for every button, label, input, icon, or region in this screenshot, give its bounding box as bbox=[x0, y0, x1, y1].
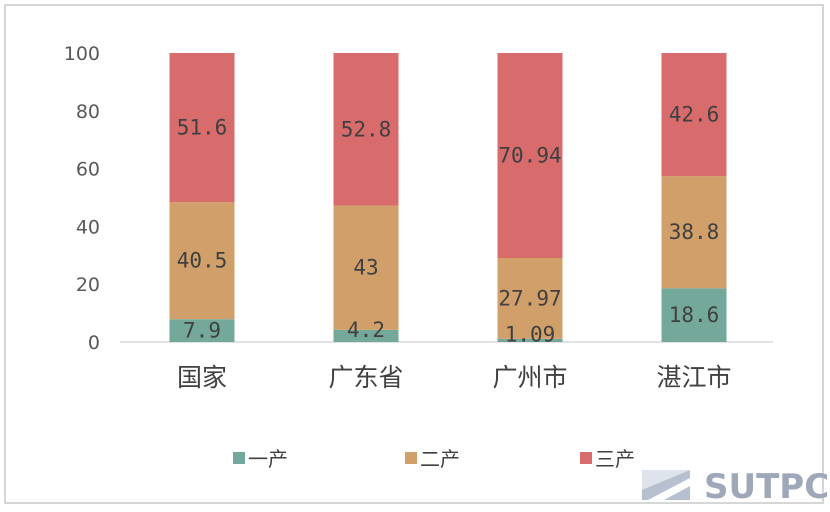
data-label: 42.6 bbox=[669, 103, 720, 127]
bar-segment bbox=[497, 53, 563, 259]
bar-segment bbox=[169, 53, 235, 203]
legend-label: 二产 bbox=[420, 447, 460, 471]
bar-segment bbox=[661, 53, 727, 177]
data-label: 70.94 bbox=[498, 144, 561, 168]
y-tick-label: 20 bbox=[76, 274, 100, 296]
y-tick-label: 60 bbox=[76, 159, 100, 181]
x-axis-categories: 国家 广东省 广州市 湛江市 bbox=[177, 363, 732, 392]
bar-segment bbox=[333, 53, 399, 206]
sutpc-watermark: SUTPC bbox=[642, 467, 829, 507]
legend-swatch bbox=[405, 452, 417, 464]
legend-label: 三产 bbox=[595, 447, 635, 471]
data-label: 27.97 bbox=[498, 286, 561, 310]
watermark-text: SUTPC bbox=[704, 467, 829, 507]
data-label: 4.2 bbox=[347, 318, 385, 342]
bar-segment bbox=[333, 205, 399, 330]
bar-segment bbox=[497, 258, 563, 339]
legend-label: 一产 bbox=[248, 447, 288, 471]
data-label: 43 bbox=[353, 256, 378, 280]
data-label: 18.6 bbox=[669, 303, 720, 327]
data-labels: 7.9 40.5 51.6 4.2 43 52.8 1.09 27.97 70.94 18.6 38… bbox=[177, 103, 720, 347]
bar-segment bbox=[661, 176, 727, 289]
bar-segment bbox=[169, 202, 235, 320]
x-category-label: 国家 bbox=[177, 363, 227, 392]
data-label: 40.5 bbox=[177, 249, 228, 273]
bars bbox=[169, 53, 727, 342]
sutpc-logo-icon bbox=[642, 470, 690, 500]
y-tick-label: 100 bbox=[64, 43, 100, 65]
data-label: 7.9 bbox=[183, 319, 221, 343]
x-category-label: 广东省 bbox=[328, 363, 403, 392]
y-tick-label: 0 bbox=[88, 332, 100, 354]
bar-segment bbox=[497, 338, 563, 342]
y-axis-ticks: 0 20 40 60 80 100 bbox=[64, 43, 100, 354]
y-tick-label: 80 bbox=[76, 101, 100, 123]
legend-swatch bbox=[233, 452, 245, 464]
bar-segment bbox=[169, 319, 235, 342]
bar-segment bbox=[333, 329, 399, 342]
data-label: 52.8 bbox=[341, 117, 392, 141]
data-label: 51.6 bbox=[177, 116, 228, 140]
x-category-label: 湛江市 bbox=[656, 363, 731, 392]
bar-segment bbox=[661, 288, 727, 342]
legend-swatch bbox=[580, 452, 592, 464]
legend: 一产 二产 三产 bbox=[233, 447, 635, 471]
y-tick-label: 40 bbox=[76, 216, 100, 238]
data-label: 1.09 bbox=[505, 322, 556, 346]
data-label: 38.8 bbox=[669, 220, 720, 244]
x-category-label: 广州市 bbox=[492, 363, 567, 392]
